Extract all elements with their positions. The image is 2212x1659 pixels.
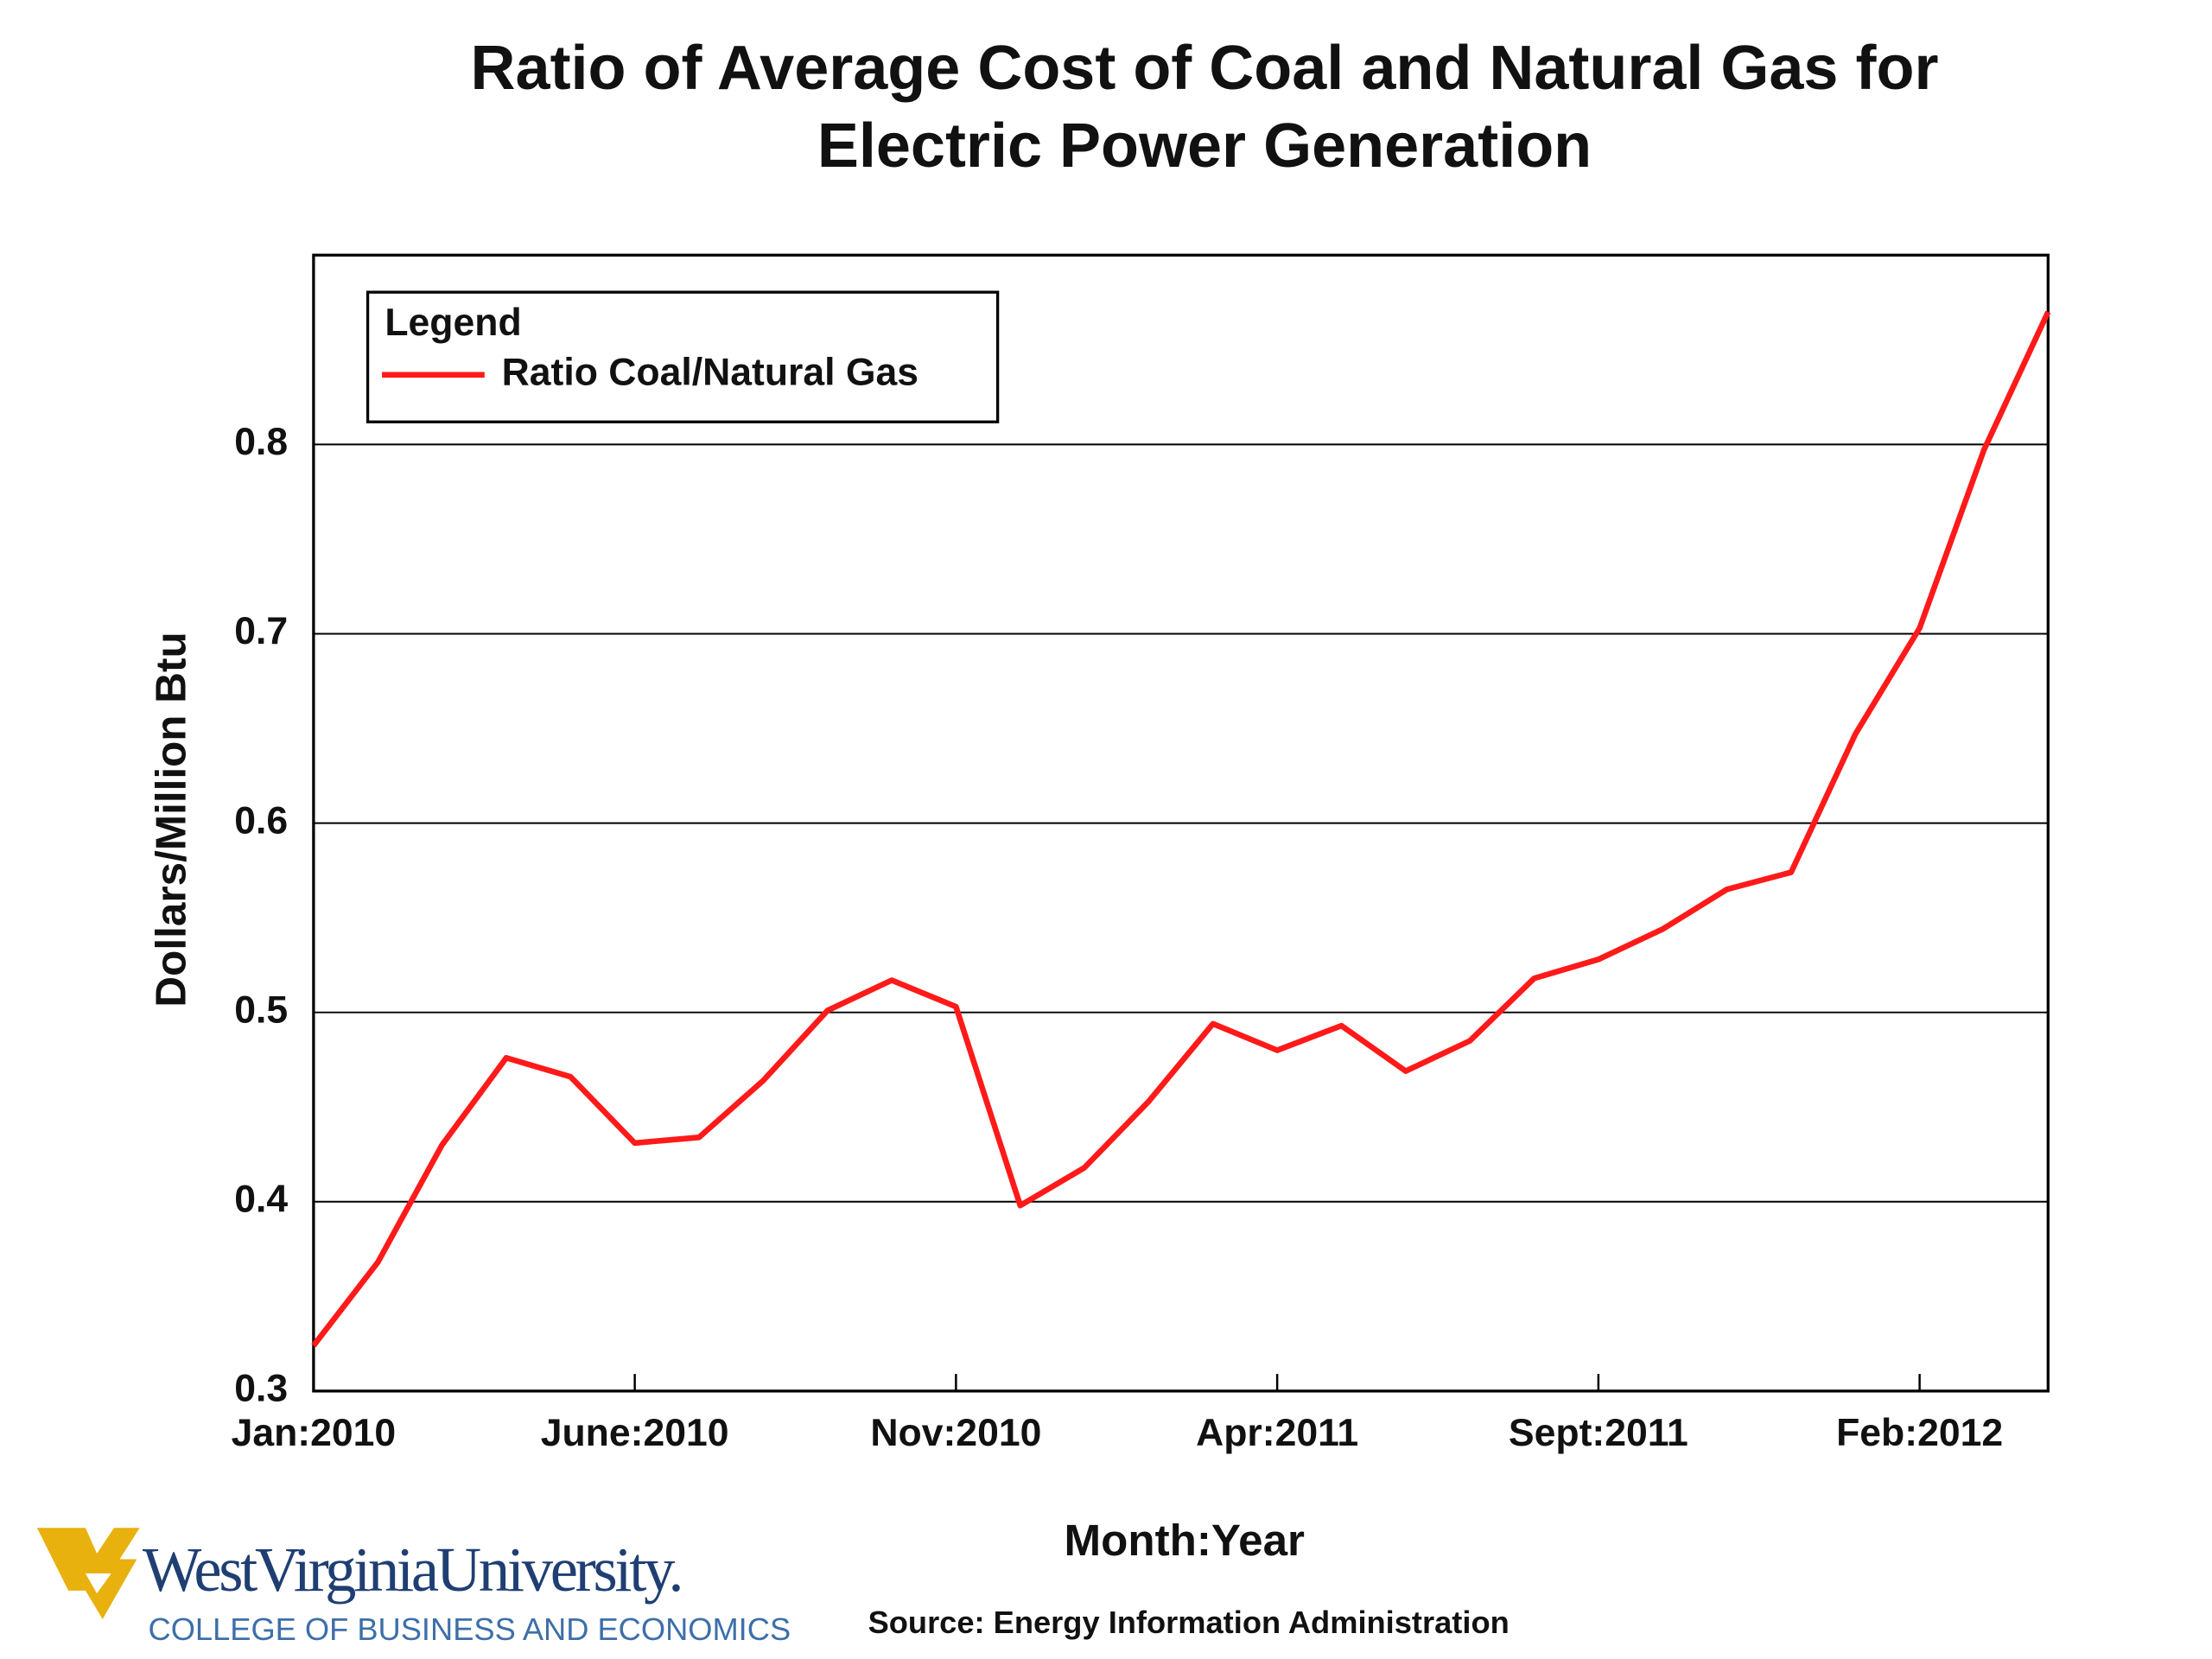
y-tick-label: 0.4 <box>234 1179 288 1221</box>
logo-icon-cut <box>85 1573 111 1594</box>
y-tick-label: 0.7 <box>234 610 288 652</box>
wvu-logo: WestVirginiaUniversity. COLLEGE OF BUSIN… <box>36 1528 791 1647</box>
legend-title: Legend <box>385 302 521 344</box>
y-axis-label: Dollars/Million Btu <box>147 632 194 1007</box>
y-tick-label: 0.3 <box>234 1368 288 1410</box>
source-note: Source: Energy Information Administratio… <box>868 1605 1510 1640</box>
data-line <box>311 310 2051 1348</box>
logo-name: WestVirginiaUniversity. <box>143 1535 681 1605</box>
x-tick-label: Nov:2010 <box>870 1412 1041 1454</box>
x-tick-label: Feb:2012 <box>1836 1412 2003 1454</box>
logo-subtitle: COLLEGE OF BUSINESS AND ECONOMICS <box>149 1611 791 1647</box>
legend-box <box>365 290 1000 423</box>
x-tick-label: Sept:2011 <box>1509 1412 1688 1454</box>
x-axis-label: Month:Year <box>1065 1516 1305 1565</box>
y-tick-label: 0.6 <box>234 799 288 842</box>
x-tick-label: Apr:2011 <box>1196 1412 1358 1454</box>
legend-label: Ratio Coal/Natural Gas <box>502 352 918 394</box>
x-tick-label: Jan:2010 <box>232 1412 397 1454</box>
chart-title: Ratio of Average Cost of Coal and Natura… <box>470 34 1939 181</box>
x-tick-label: June:2010 <box>541 1412 729 1454</box>
y-tick-label: 0.5 <box>234 988 288 1031</box>
y-tick-label: 0.8 <box>234 421 288 463</box>
